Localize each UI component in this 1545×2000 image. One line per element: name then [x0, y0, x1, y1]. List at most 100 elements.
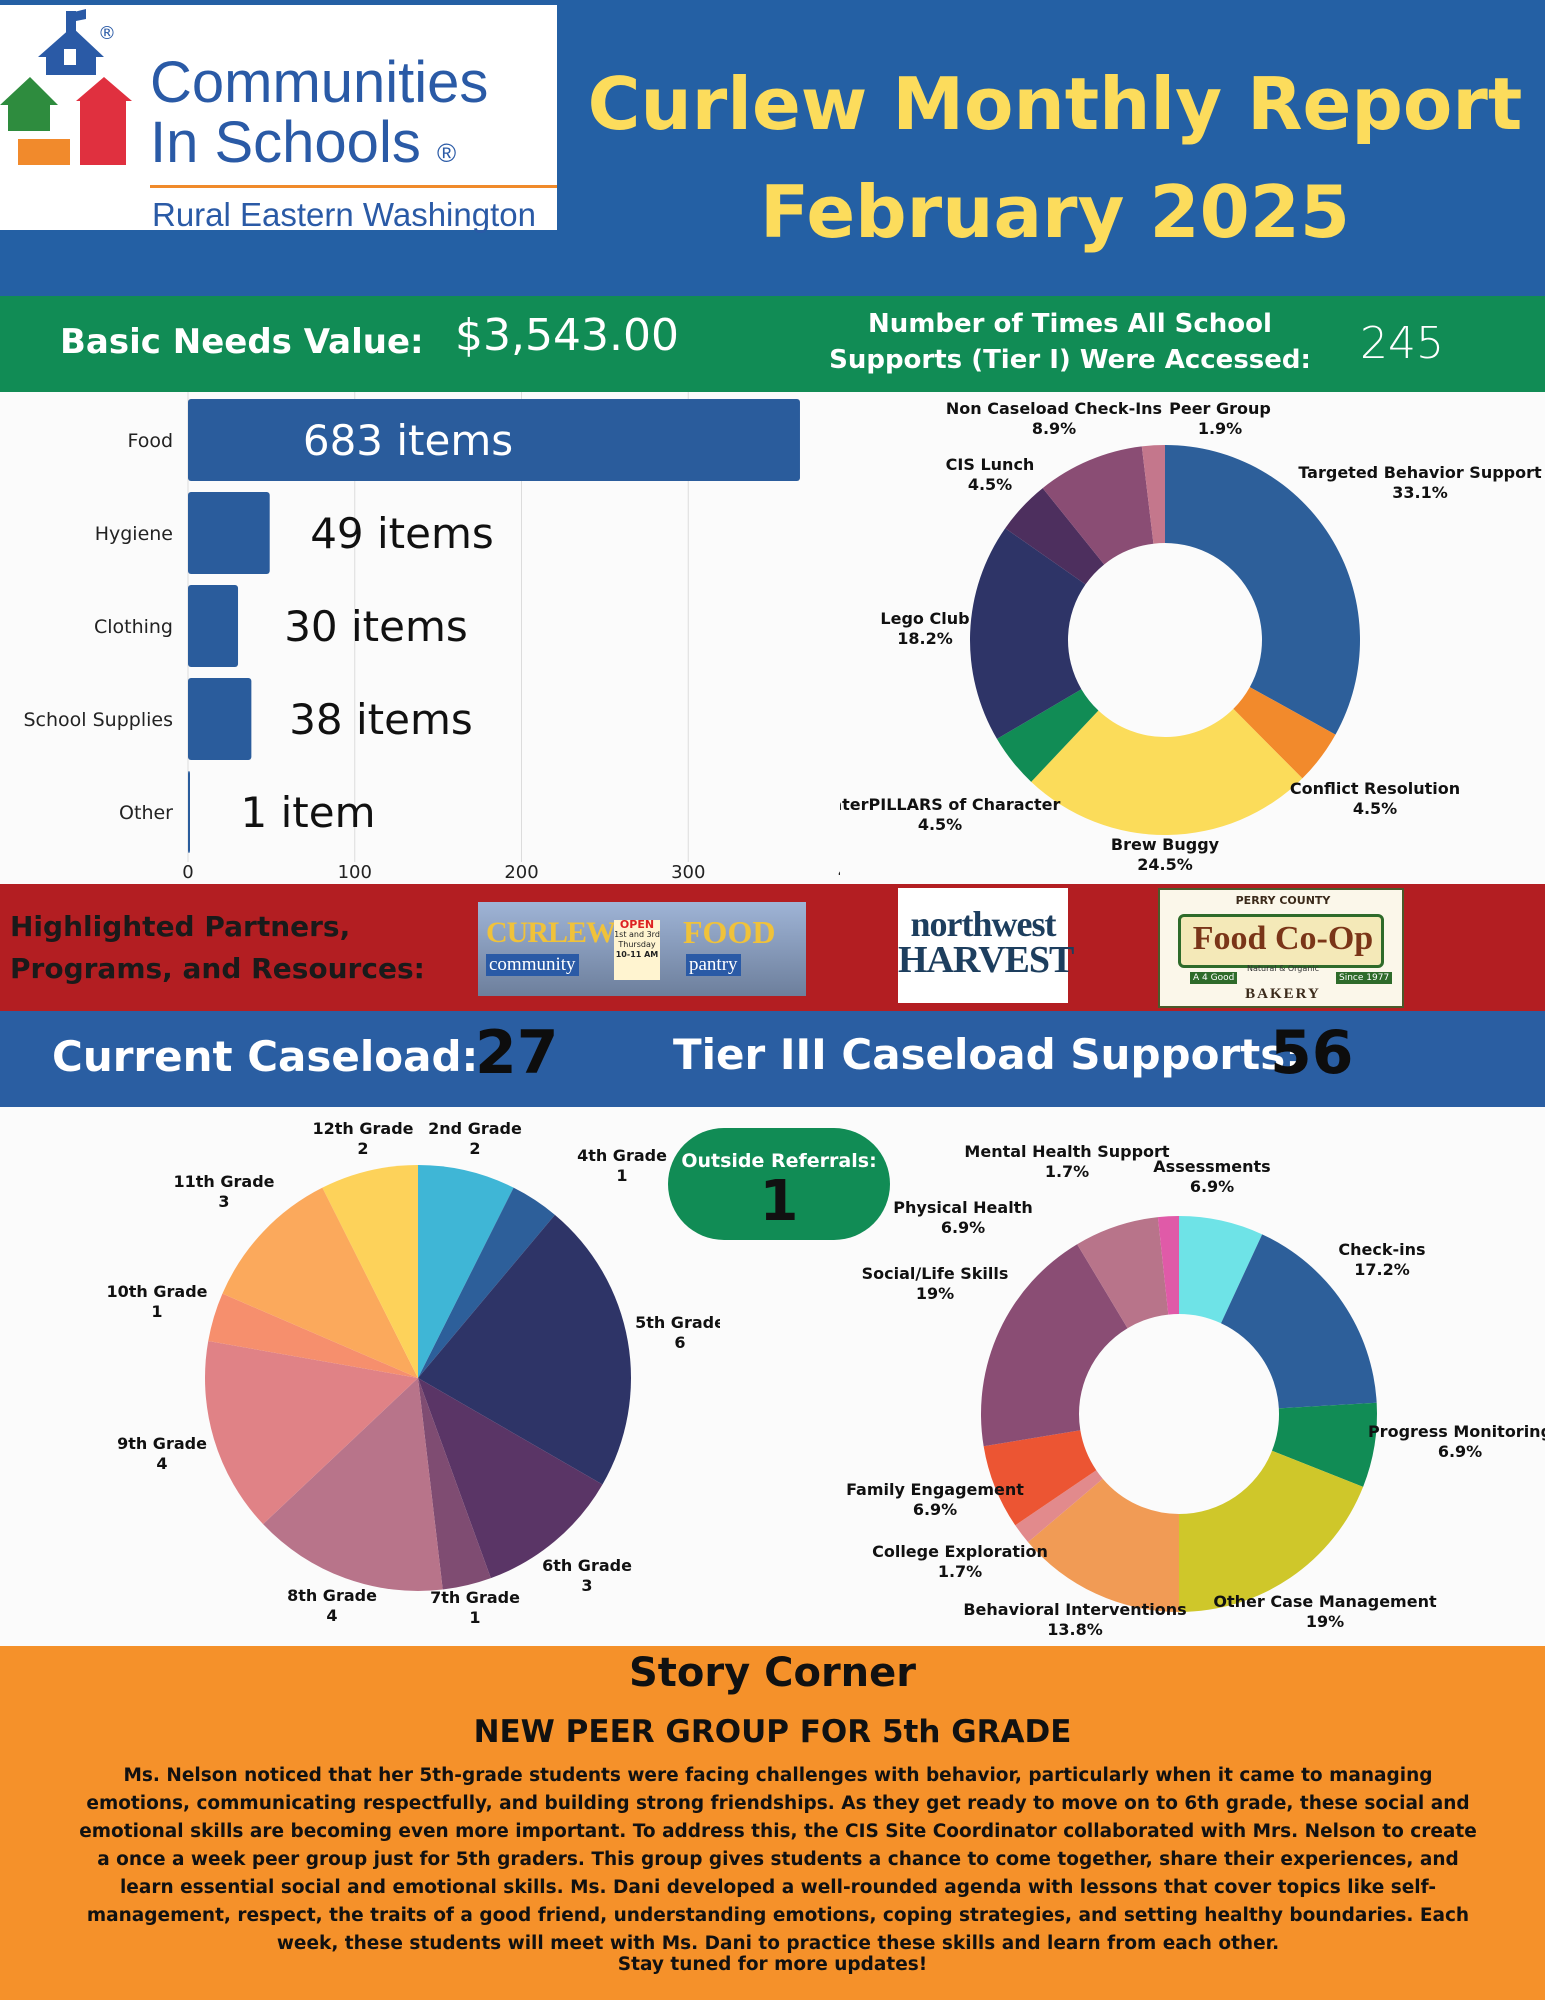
x-tick-label: 0 [182, 862, 193, 883]
slice-social-life-skills [981, 1244, 1128, 1447]
nw-line2: HARVEST [898, 939, 1074, 981]
tier3-value: 56 [1270, 1018, 1354, 1088]
slice-label: 4th Grade [577, 1146, 667, 1165]
slice-label: Social/Life Skills [862, 1264, 1009, 1283]
caseload-bar [0, 1011, 1545, 1107]
logo-line2: In Schools ® [150, 110, 457, 175]
bar-school-supplies [188, 678, 252, 760]
curlew-food-pantry-logo: CURLEW community OPEN 1st and 3rd Thursd… [478, 902, 806, 996]
x-tick-label: 400 [838, 862, 840, 883]
slice-value: 1 [616, 1166, 627, 1185]
slice-value: 1.7% [938, 1562, 982, 1581]
slice-value: 4.5% [918, 815, 962, 834]
slice-value: 6.9% [1190, 1177, 1234, 1196]
slice-label: 7th Grade [430, 1588, 520, 1607]
category-label: Food [127, 430, 173, 452]
slice-label: Lego Club [880, 609, 969, 628]
data-label: 683 items [303, 416, 513, 465]
bar-clothing [188, 585, 239, 667]
basic-needs-label: Basic Needs Value: [60, 322, 424, 362]
slice-brew-buggy [1031, 708, 1303, 835]
slice-value: 1 [469, 1608, 480, 1627]
slice-value: 1.9% [1198, 419, 1242, 438]
slice-label: College Exploration [872, 1542, 1048, 1561]
tier3-label: Tier III Caseload Supports: [673, 1030, 1303, 1079]
slice-mental-health-support [1157, 1216, 1179, 1315]
story-closing: Stay tuned for more updates! [617, 1954, 928, 1975]
slice-value: 1 [151, 1302, 162, 1321]
slice-value: 6 [674, 1333, 685, 1352]
logo-divider [150, 185, 557, 188]
slice-check-ins [1221, 1234, 1377, 1409]
slice-value: 6.9% [941, 1218, 985, 1237]
slice-caterpillars-of-character [996, 689, 1099, 782]
slice-label: 9th Grade [117, 1434, 207, 1453]
slice-value: 4 [326, 1606, 337, 1625]
svg-text:®: ® [98, 23, 116, 44]
slice-7th-grade [418, 1378, 491, 1590]
slice-lego-club [970, 528, 1086, 739]
slice-cis-lunch [1005, 488, 1105, 585]
category-label: Hygiene [95, 523, 173, 545]
slice-value: 17.2% [1354, 1260, 1410, 1279]
open-sign: OPEN 1st and 3rd Thursday 10-11 AM [614, 919, 660, 980]
basic-needs-bar-chart: 0 100 200 300 400 Food 683 items Hygiene 49 item… [24, 392, 840, 883]
slice-label: 11th Grade [174, 1172, 275, 1191]
coop-main: Food Co-Op [1192, 920, 1374, 957]
slice-12th-grade [322, 1165, 418, 1378]
slice-11th-grade [222, 1187, 418, 1378]
referrals-value: 1 [759, 1169, 799, 1234]
slice-value: 13.8% [1047, 1620, 1103, 1639]
caseload-label: Current Caseload: [52, 1032, 479, 1081]
partners-label: Highlighted Partners, Programs, and Reso… [10, 910, 425, 985]
outside-referrals-badge: Outside Referrals: 1 [668, 1128, 890, 1240]
logo-line1: Communities [150, 50, 489, 115]
slice-value: 33.1% [1392, 483, 1448, 502]
tier1-value: 245 [1360, 318, 1444, 369]
category-label: School Supplies [24, 709, 174, 731]
data-label: 30 items [284, 602, 468, 651]
slice-value: 1.7% [1045, 1162, 1089, 1181]
bar-other [188, 771, 190, 853]
slice-label: Mental Health Support [964, 1142, 1170, 1161]
slice-4th-grade [418, 1187, 555, 1378]
logo-subtitle: Rural Eastern Washington [152, 196, 536, 233]
x-tick-label: 200 [504, 862, 538, 883]
data-label: 1 item [241, 788, 376, 837]
slice-label: Assessments [1153, 1157, 1270, 1176]
report-date: February 2025 [760, 170, 1350, 254]
slice-college-exploration [1015, 1470, 1103, 1543]
slice-other-case-management [1179, 1450, 1364, 1612]
slice-value: 4.5% [1353, 799, 1397, 818]
story-corner [0, 1646, 1545, 2000]
food-word: FOOD [683, 914, 776, 950]
slice-label: Family Engagement [846, 1480, 1024, 1499]
cis-house-icon: ® [0, 9, 132, 165]
slice-value: 6.9% [1438, 1442, 1482, 1461]
slice-label: 8th Grade [287, 1586, 377, 1605]
story-title: Story Corner [628, 1650, 917, 1696]
bar-food [188, 399, 800, 481]
slice-value: 4.5% [968, 475, 1012, 494]
tier1-label: Number of Times All School Supports (Tie… [829, 309, 1311, 375]
slice-peer-group [1141, 445, 1165, 544]
slice-conflict-resolution [1233, 687, 1336, 779]
bar-hygiene [188, 492, 270, 574]
slice-label: 5th Grade [635, 1313, 720, 1332]
slice-9th-grade [204, 1341, 418, 1525]
slice-value: 2 [469, 1139, 480, 1158]
slice-label: Non Caseload Check-Ins [946, 399, 1162, 418]
slice-value: 18.2% [897, 629, 953, 648]
slice-non-caseload-check-ins [1042, 446, 1154, 565]
slice-value: 6.9% [913, 1500, 957, 1519]
slice-10th-grade [208, 1293, 418, 1378]
slice-progress-monitoring [1271, 1402, 1377, 1487]
slice-label: 12th Grade [313, 1119, 414, 1138]
slice-family-engagement [983, 1430, 1097, 1526]
nw-line1: northwest [910, 904, 1057, 944]
slice-label: Behavioral Interventions [963, 1600, 1186, 1619]
slice-assessments [1179, 1216, 1263, 1324]
slice-value: 24.5% [1137, 855, 1193, 874]
